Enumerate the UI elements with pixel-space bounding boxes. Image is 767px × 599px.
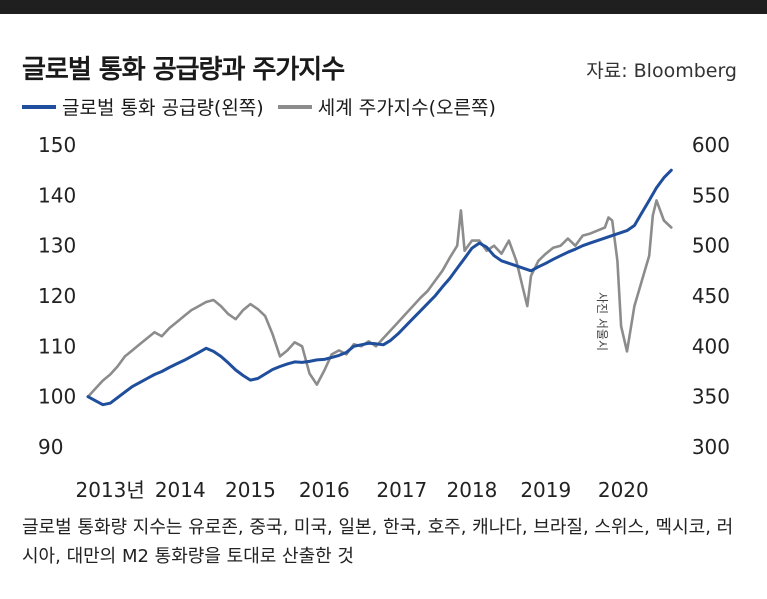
x-axis-tick-label: 2015: [225, 478, 276, 502]
legend-label-money-supply: 글로벌 통화 공급량(왼쪽): [62, 97, 264, 119]
photo-credit: 사진 서울시: [595, 292, 609, 351]
x-axis-tick-label: 2019: [520, 478, 571, 502]
stock-index-line: [86, 199, 673, 399]
legend-swatch-stock-index: [277, 104, 312, 109]
x-axis-tick-label: 2013년: [75, 478, 144, 502]
x-axis-tick-label: 2017: [376, 478, 427, 502]
left-axis-tick-label: 110: [38, 334, 76, 358]
right-axis-tick-label: 550: [692, 183, 730, 207]
line-chart: 150 140 130 120 110 100 90 600 550 500 450 400 350 30…: [38, 133, 730, 502]
x-axis-tick-label: 2016: [299, 478, 350, 502]
left-axis-tick-label: 100: [38, 385, 76, 409]
left-axis-tick-label: 150: [38, 133, 76, 157]
legend-label-stock-index: 세계 주가지수(오른쪽): [317, 97, 496, 119]
left-axis-tick-label: 130: [38, 234, 76, 258]
left-axis-tick-label: 90: [38, 435, 63, 459]
legend-swatch-money-supply: [22, 104, 56, 109]
right-axis-tick-label: 350: [692, 385, 730, 409]
legend-item-money-supply: 글로벌 통화 공급량(왼쪽): [22, 93, 264, 120]
left-axis-tick-label: 140: [38, 183, 76, 207]
x-axis-tick-label: 2018: [446, 478, 497, 502]
right-axis-tick-label: 600: [692, 133, 730, 157]
left-axis-tick-label: 120: [38, 284, 76, 308]
chart-title: 글로벌 통화 공급량과 주가지수: [22, 55, 345, 85]
top-bar: [0, 0, 767, 14]
right-axis-tick-label: 450: [692, 284, 730, 308]
footnote: 글로벌 통화량 지수는 유로존, 중국, 미국, 일본, 한국, 호주, 캐나다…: [22, 517, 734, 567]
x-axis-tick-label: 2020: [598, 478, 649, 502]
legend: 글로벌 통화 공급량(왼쪽) 세계 주가지수(오른쪽): [22, 93, 510, 120]
right-axis-tick-label: 500: [692, 234, 730, 258]
legend-item-stock-index: 세계 주가지수(오른쪽): [277, 93, 496, 120]
money-supply-line: [86, 168, 673, 407]
right-axis-tick-label: 400: [692, 334, 730, 358]
right-axis-tick-label: 300: [692, 435, 730, 459]
source-label: 자료: Bloomberg: [586, 60, 737, 82]
x-axis-tick-label: 2014: [155, 478, 206, 502]
